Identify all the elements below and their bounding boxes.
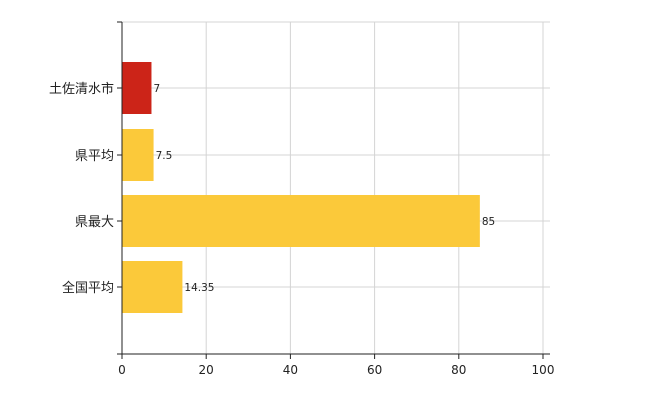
x-tick-label-80: 80: [451, 363, 466, 377]
data-label-2: 85: [482, 216, 495, 228]
bar-1: [122, 129, 154, 181]
x-tick-label-100: 100: [532, 363, 555, 377]
bar-2: [122, 195, 480, 247]
axis-layer: [117, 21, 550, 359]
x-tick-label-40: 40: [283, 363, 298, 377]
bar-0: [122, 62, 152, 114]
category-label-2: 県最大: [75, 215, 114, 230]
bar-layer: [122, 62, 480, 313]
data-label-1: 7.5: [156, 150, 173, 162]
bar-3: [122, 261, 183, 313]
x-tick-label-60: 60: [367, 363, 382, 377]
grid-layer: [122, 21, 550, 354]
data-label-0: 7: [153, 83, 160, 95]
data-label-3: 14.35: [184, 282, 214, 294]
category-label-3: 全国平均: [62, 280, 114, 296]
x-tick-label-0: 0: [118, 363, 126, 377]
category-label-1: 県平均: [75, 149, 114, 164]
category-label-0: 土佐清水市: [49, 81, 114, 97]
x-tick-label-20: 20: [199, 363, 214, 377]
